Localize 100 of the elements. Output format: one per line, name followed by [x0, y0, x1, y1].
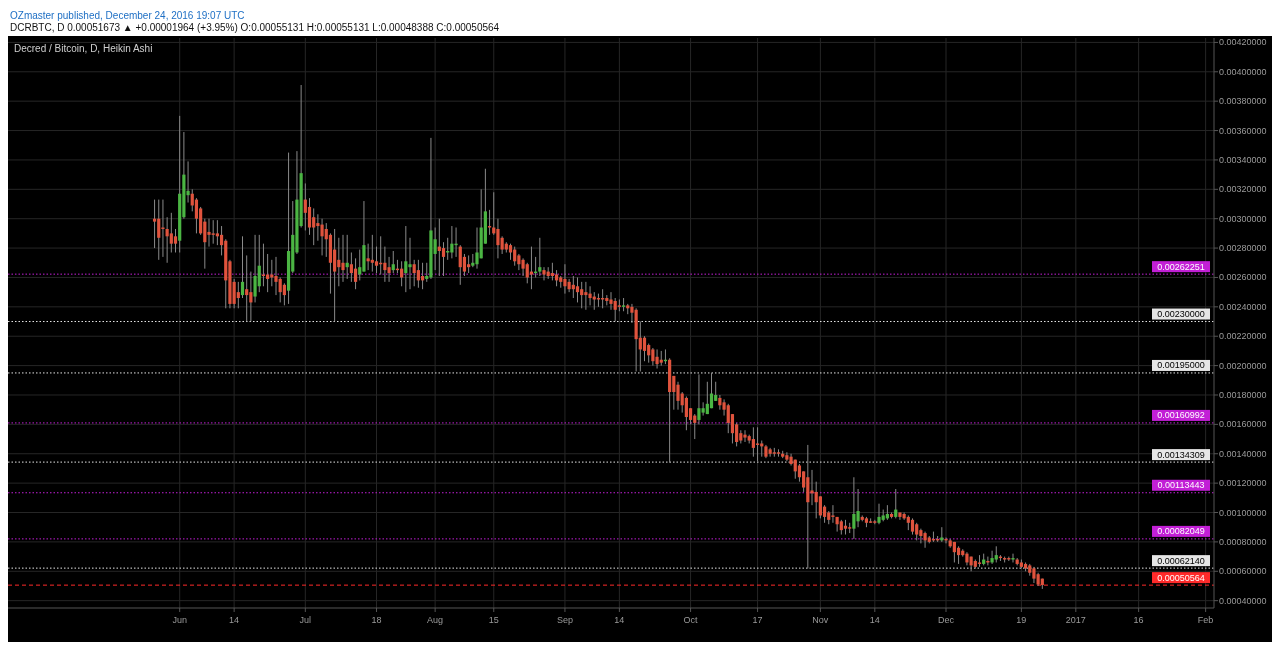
x-tick-label: Sep: [556, 615, 573, 625]
candlestick: [152, 199, 157, 249]
candlestick: [333, 228, 337, 323]
candlestick: [705, 381, 709, 415]
candlestick: [529, 246, 534, 290]
candlestick: [249, 271, 253, 323]
candlestick: [412, 259, 416, 287]
candlestick: [349, 251, 353, 283]
candlestick: [684, 395, 688, 431]
x-tick-label: Feb: [1197, 615, 1214, 625]
y-tick-label: 0.00300000: [1219, 213, 1267, 224]
ref-line-label: 0.00230000: [1157, 309, 1205, 320]
y-tick-label: 0.00080000: [1219, 536, 1267, 547]
candlestick: [358, 249, 362, 281]
ref-line-label: 0.00195000: [1157, 360, 1205, 371]
candlestick: [814, 481, 818, 519]
candlestick: [236, 281, 240, 309]
y-tick-label: 0.00140000: [1219, 448, 1267, 459]
candlestick: [990, 550, 994, 565]
candlestick: [211, 219, 215, 245]
ref-line-label: 0.00050564: [1157, 572, 1205, 583]
candlestick: [642, 335, 647, 362]
candlestick: [274, 256, 278, 296]
x-tick-label: Jul: [299, 615, 312, 625]
candlestick: [751, 426, 755, 458]
candlestick: [240, 235, 245, 299]
candlestick: [341, 234, 345, 283]
candlestick: [257, 234, 261, 293]
ref-line-label: 0.00134309: [1157, 449, 1205, 460]
y-tick-label: 0.00120000: [1219, 478, 1267, 489]
candlestick: [701, 401, 705, 417]
candlestick: [810, 469, 814, 506]
candlestick: [726, 403, 730, 434]
y-tick-label: 0.00380000: [1219, 96, 1267, 107]
candlestick: [173, 228, 178, 253]
candlestick: [818, 495, 822, 519]
candlestick: [194, 197, 199, 234]
text: DCRBTC, D 0.00051673 ▲ +0.00001964 (+3.95%) O:0.00055131 H:0.00055131 L:0.00048388 C:0.00050564: [10, 22, 500, 33]
candlestick: [609, 291, 613, 311]
candlestick: [320, 218, 324, 256]
x-tick-label: Dec: [937, 615, 955, 625]
y-tick-label: 0.00040000: [1219, 595, 1267, 606]
candlestick: [923, 531, 927, 549]
candlestick: [580, 281, 584, 309]
candlestick: [303, 182, 307, 231]
candlestick: [353, 257, 358, 290]
candlestick: [245, 254, 249, 323]
y-tick-label: 0.00220000: [1219, 331, 1267, 342]
candlestick: [307, 197, 312, 236]
candlestick: [852, 476, 856, 540]
x-tick-label: 18: [371, 615, 382, 625]
candlestick: [877, 503, 881, 525]
y-tick-label: 0.00340000: [1219, 154, 1267, 165]
candlestick: [831, 504, 835, 524]
y-tick-label: 0.00100000: [1219, 507, 1267, 518]
candlestick: [542, 266, 546, 281]
candlestick: [416, 259, 420, 289]
x-tick-label: Nov: [812, 615, 829, 625]
x-tick-label: 16: [1133, 615, 1144, 625]
x-tick-label: 2017: [1065, 615, 1086, 625]
x-tick-label: 14: [614, 615, 625, 625]
x-tick-label: Oct: [683, 615, 699, 625]
candlestick: [374, 246, 379, 274]
candlestick: [441, 241, 446, 277]
candlestick: [475, 227, 479, 270]
x-tick-label: 14: [229, 615, 240, 625]
candlestick: [207, 218, 211, 248]
y-tick-label: 0.00160000: [1219, 419, 1267, 430]
candlestick: [366, 243, 370, 271]
candlestick: [316, 213, 320, 242]
candlestick: [575, 276, 580, 303]
candlestick: [1011, 553, 1015, 563]
x-tick-label: Jun: [172, 615, 187, 625]
y-tick-label: 0.00360000: [1219, 125, 1267, 136]
y-tick-label: 0.00280000: [1219, 243, 1267, 254]
ref-line-label: 0.00082049: [1157, 526, 1205, 537]
candlestick: [278, 276, 282, 303]
candlestick: [584, 281, 588, 311]
candlestick: [563, 263, 567, 295]
candlestick: [157, 199, 161, 261]
y-tick-label: 0.00240000: [1219, 301, 1267, 312]
ref-line-label: 0.00062140: [1157, 555, 1205, 566]
y-tick-label: 0.00420000: [1219, 37, 1267, 48]
candlestick: [408, 237, 412, 290]
candlestick: [404, 225, 408, 293]
candlestick: [215, 219, 219, 246]
y-tick-label: 0.00180000: [1219, 389, 1267, 400]
candlestick: [588, 285, 592, 306]
ref-line-label: 0.00160992: [1157, 410, 1205, 421]
candlestick: [496, 218, 500, 259]
candlestick: [755, 426, 760, 462]
candlestick: [282, 282, 286, 306]
text: Decred / Bitcoin, D, Heikin Ashi: [14, 43, 153, 54]
y-tick-label: 0.00260000: [1219, 272, 1267, 283]
y-tick-label: 0.00320000: [1219, 184, 1267, 195]
candlestick: [391, 250, 395, 274]
candlestick: [370, 234, 374, 273]
candlestick: [487, 209, 492, 236]
x-tick-label: 17: [752, 615, 763, 625]
x-tick-label: Aug: [427, 615, 444, 625]
